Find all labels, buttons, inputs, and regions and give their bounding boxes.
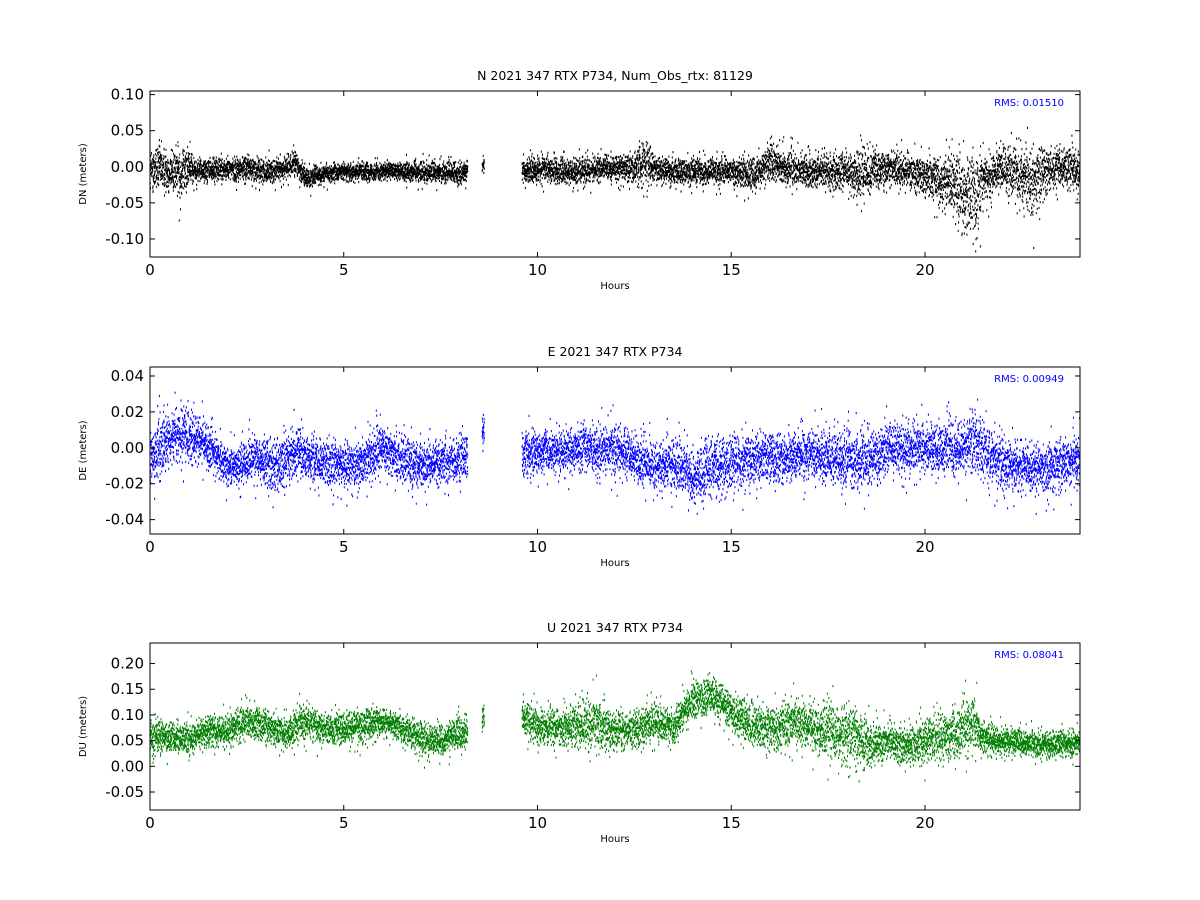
x-axis-label: Hours — [600, 558, 629, 569]
axes-frame — [149, 642, 1081, 811]
y-tick-label: 0.15 — [111, 680, 144, 698]
x-tick-label: 15 — [722, 261, 741, 279]
x-tick-label: 15 — [722, 538, 741, 556]
x-axis-label: Hours — [600, 834, 629, 845]
x-tick-label: 5 — [339, 814, 349, 832]
y-axis-label: DN (meters) — [78, 143, 89, 205]
x-tick-label: 20 — [915, 814, 934, 832]
x-tick-label: 10 — [528, 814, 547, 832]
x-tick-label: 10 — [528, 538, 547, 556]
axes-frame — [149, 90, 1081, 258]
rms-annotation: RMS: 0.08041 — [994, 650, 1064, 661]
y-tick-label: -0.02 — [105, 475, 144, 493]
y-tick-label: 0.10 — [111, 86, 144, 104]
rms-annotation: RMS: 0.01510 — [994, 98, 1064, 109]
y-tick-label: 0.05 — [111, 122, 144, 140]
x-tick-label: 20 — [915, 261, 934, 279]
x-tick-label: 5 — [339, 538, 349, 556]
y-tick-label: -0.05 — [105, 783, 144, 801]
data-series-north — [150, 126, 1080, 253]
y-tick-label: 0.02 — [111, 403, 144, 421]
y-tick-label: 0.00 — [111, 439, 144, 457]
panel-east: 0 5 10 15 20 -0.04 -0.02 0.00 0.02 0.04 E 2021 347… — [78, 344, 1081, 569]
data-points — [150, 391, 1080, 516]
y-tick-label: 0.00 — [111, 158, 144, 176]
y-axis-label: DU (meters) — [78, 696, 89, 757]
panel-up: 0 5 10 15 20 -0.05 0.00 0.05 0.10 0.15 0.20 U 2021 … — [78, 620, 1081, 845]
y-tick-label: -0.10 — [105, 230, 144, 248]
y-tick-label: -0.04 — [105, 511, 144, 529]
x-tick-label: 10 — [528, 261, 547, 279]
x-axis-label: Hours — [600, 281, 629, 292]
y-tick-label: 0.20 — [111, 655, 144, 673]
x-tick-label: 0 — [145, 814, 155, 832]
x-tick-label: 20 — [915, 538, 934, 556]
x-tick-label: 0 — [145, 538, 155, 556]
chart-title: E 2021 347 RTX P734 — [548, 344, 683, 359]
panel-north: 0 5 10 15 20 -0.10 -0.05 0.00 0.05 0.10 N 2021 347… — [78, 68, 1081, 292]
x-tick-label: 15 — [722, 814, 741, 832]
y-tick-label: 0.05 — [111, 732, 144, 750]
data-series-up — [150, 670, 1080, 783]
chart-title: N 2021 347 RTX P734, Num_Obs_rtx: 81129 — [477, 68, 753, 83]
data-points — [150, 670, 1080, 783]
y-tick-label: -0.05 — [105, 194, 144, 212]
y-tick-label: 0.04 — [111, 367, 144, 385]
data-points — [150, 126, 1080, 253]
axes-frame — [149, 366, 1081, 535]
x-tick-label: 5 — [339, 261, 349, 279]
rms-annotation: RMS: 0.00949 — [994, 374, 1064, 385]
x-tick-label: 0 — [145, 261, 155, 279]
y-tick-label: 0.00 — [111, 757, 144, 775]
chart-title: U 2021 347 RTX P734 — [547, 620, 683, 635]
data-series-east — [150, 391, 1080, 516]
y-axis-label: DE (meters) — [78, 420, 89, 480]
y-tick-label: 0.10 — [111, 706, 144, 724]
